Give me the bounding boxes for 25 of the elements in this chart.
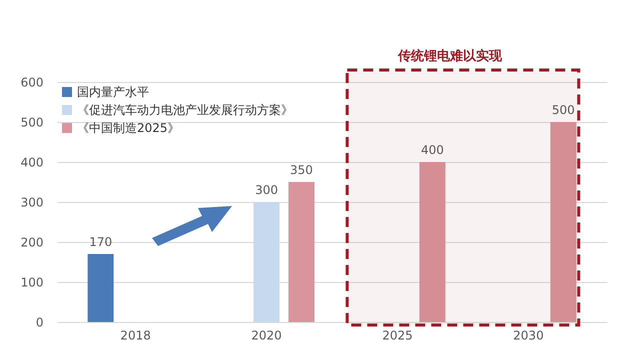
y-tick-label: 400	[20, 156, 44, 170]
data-label: 500	[552, 103, 575, 117]
legend-label: 《促进汽车动力电池产业发展行动方案》	[77, 103, 293, 117]
band-label: 传统锂电难以实现	[396, 48, 503, 64]
bar	[254, 202, 280, 322]
y-tick-label: 0	[36, 316, 44, 330]
bar	[288, 182, 314, 322]
y-tick-label: 300	[20, 196, 44, 210]
x-tick-label: 2025	[382, 328, 413, 342]
bar	[88, 254, 114, 322]
data-label: 350	[290, 163, 313, 177]
x-tick-label: 2020	[251, 328, 282, 342]
data-label: 400	[420, 143, 444, 157]
y-tick-label: 500	[20, 116, 44, 130]
y-tick-label: 200	[20, 236, 44, 250]
y-tick-label: 100	[20, 276, 44, 290]
x-tick-label: 2018	[120, 328, 151, 342]
legend-label: 国内量产水平	[77, 85, 149, 99]
bar	[419, 162, 446, 322]
legend-label: 《中国制造2025》	[77, 121, 180, 135]
data-label: 300	[255, 183, 278, 197]
data-label: 170	[89, 235, 112, 249]
x-tick-label: 2030	[513, 328, 544, 342]
bar	[550, 122, 576, 322]
y-tick-label: 600	[20, 76, 44, 90]
